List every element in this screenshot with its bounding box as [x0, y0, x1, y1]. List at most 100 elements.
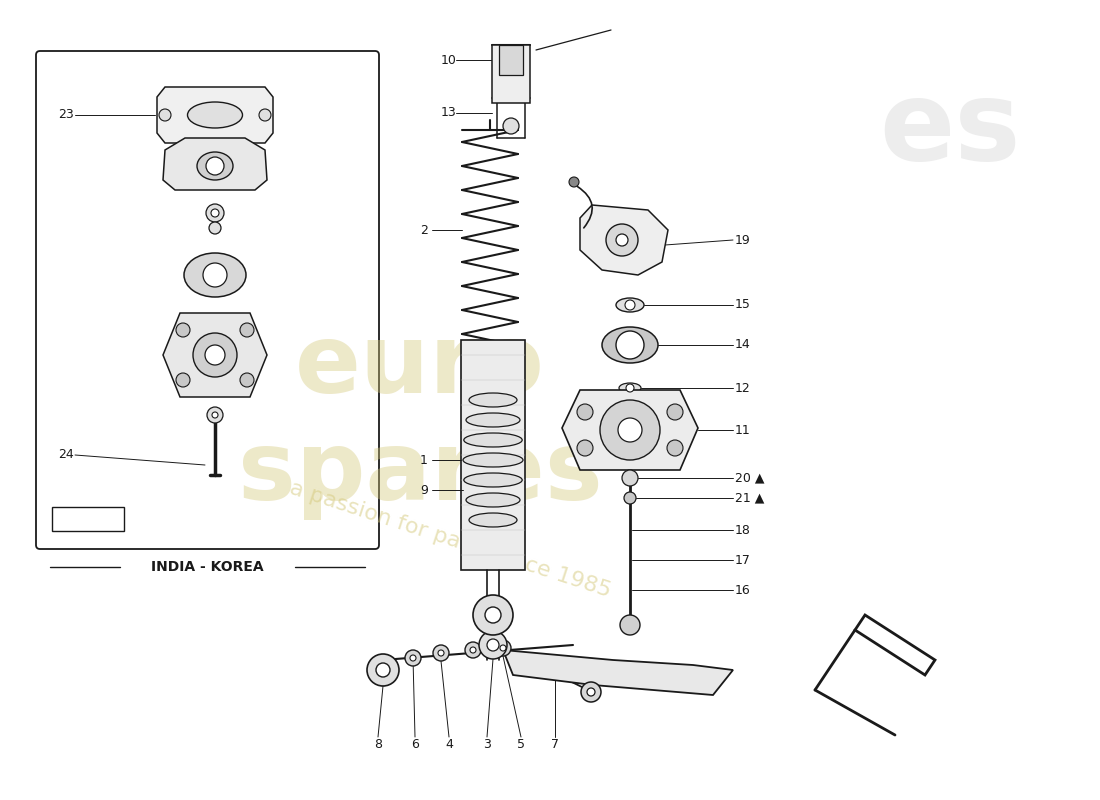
Polygon shape — [562, 390, 698, 470]
Text: euro
spares: euro spares — [238, 320, 603, 520]
Circle shape — [204, 263, 227, 287]
Circle shape — [578, 404, 593, 420]
Ellipse shape — [197, 152, 233, 180]
Circle shape — [160, 109, 170, 121]
Text: 10: 10 — [441, 54, 456, 66]
Bar — [52, 507, 124, 531]
Circle shape — [503, 118, 519, 134]
Text: 5: 5 — [517, 738, 525, 751]
Circle shape — [621, 470, 638, 486]
Ellipse shape — [469, 393, 517, 407]
Circle shape — [624, 492, 636, 504]
Circle shape — [487, 639, 499, 651]
Text: 17: 17 — [735, 554, 751, 566]
FancyBboxPatch shape — [36, 51, 379, 549]
Circle shape — [569, 177, 579, 187]
Circle shape — [240, 373, 254, 387]
Circle shape — [367, 654, 399, 686]
Circle shape — [438, 650, 444, 656]
Bar — [499, 45, 522, 75]
Text: 13: 13 — [441, 106, 456, 119]
Circle shape — [616, 331, 644, 359]
Text: 7: 7 — [551, 738, 559, 751]
Ellipse shape — [619, 383, 641, 393]
Circle shape — [176, 323, 190, 337]
Text: 14: 14 — [735, 338, 750, 351]
Ellipse shape — [184, 253, 246, 297]
Circle shape — [176, 373, 190, 387]
Polygon shape — [503, 650, 733, 695]
Text: 18: 18 — [735, 523, 751, 537]
Text: 4: 4 — [446, 738, 453, 751]
Circle shape — [600, 400, 660, 460]
Text: 3: 3 — [483, 738, 491, 751]
Circle shape — [192, 333, 236, 377]
Circle shape — [376, 663, 390, 677]
Ellipse shape — [469, 513, 517, 527]
Text: 2: 2 — [420, 223, 428, 237]
Text: 15: 15 — [735, 298, 751, 311]
Text: 1: 1 — [420, 454, 428, 466]
Circle shape — [211, 209, 219, 217]
Ellipse shape — [616, 298, 644, 312]
Circle shape — [606, 224, 638, 256]
Circle shape — [207, 407, 223, 423]
Circle shape — [209, 222, 221, 234]
Text: INDIA - KOREA: INDIA - KOREA — [151, 560, 264, 574]
Ellipse shape — [466, 413, 520, 427]
Text: 6: 6 — [411, 738, 419, 751]
Text: es: es — [879, 77, 1021, 183]
Circle shape — [473, 595, 513, 635]
Bar — [461, 340, 525, 570]
Polygon shape — [855, 615, 935, 675]
Circle shape — [410, 655, 416, 661]
Circle shape — [500, 645, 506, 651]
Ellipse shape — [187, 102, 242, 128]
Circle shape — [478, 631, 507, 659]
Text: a passion for parts since 1985: a passion for parts since 1985 — [287, 478, 614, 602]
Text: 16: 16 — [735, 583, 750, 597]
Circle shape — [470, 647, 476, 653]
Circle shape — [240, 323, 254, 337]
Ellipse shape — [464, 473, 522, 487]
Polygon shape — [163, 313, 267, 397]
Circle shape — [616, 234, 628, 246]
Circle shape — [667, 440, 683, 456]
Text: 19: 19 — [735, 234, 750, 246]
Text: 9: 9 — [420, 483, 428, 497]
Polygon shape — [580, 205, 668, 275]
Polygon shape — [163, 138, 267, 190]
Text: 21 ▲: 21 ▲ — [735, 491, 764, 505]
Circle shape — [433, 645, 449, 661]
Bar — [492, 45, 530, 103]
Text: 24: 24 — [58, 449, 74, 462]
Text: 11: 11 — [735, 423, 750, 437]
Circle shape — [405, 650, 421, 666]
Circle shape — [465, 642, 481, 658]
Circle shape — [206, 204, 224, 222]
Circle shape — [626, 384, 634, 392]
Circle shape — [495, 640, 512, 656]
Circle shape — [620, 615, 640, 635]
Ellipse shape — [602, 327, 658, 363]
Text: ▲ = 1: ▲ = 1 — [69, 513, 107, 526]
Circle shape — [625, 300, 635, 310]
Text: 23: 23 — [58, 109, 74, 122]
Circle shape — [618, 418, 642, 442]
Circle shape — [206, 157, 224, 175]
Text: 20 ▲: 20 ▲ — [735, 471, 764, 485]
Text: 12: 12 — [735, 382, 750, 394]
Ellipse shape — [466, 493, 520, 507]
Circle shape — [587, 688, 595, 696]
Text: 8: 8 — [374, 738, 382, 751]
Ellipse shape — [463, 453, 522, 467]
Circle shape — [667, 404, 683, 420]
Circle shape — [578, 440, 593, 456]
Circle shape — [258, 109, 271, 121]
Circle shape — [485, 607, 501, 623]
Ellipse shape — [464, 433, 522, 447]
Circle shape — [581, 682, 601, 702]
Circle shape — [205, 345, 225, 365]
Circle shape — [212, 412, 218, 418]
Polygon shape — [157, 87, 273, 143]
